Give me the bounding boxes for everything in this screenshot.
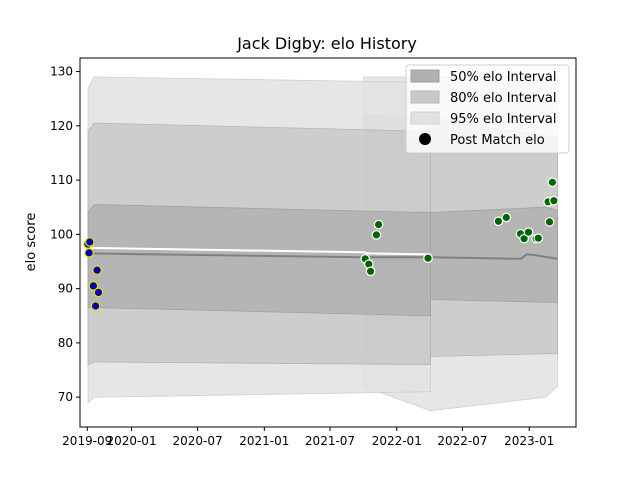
y-tick-label: 70 — [58, 390, 73, 404]
post-match-elo-point — [519, 233, 529, 244]
x-tick-label: 2022-01 — [372, 434, 422, 448]
post-match-elo-point — [501, 212, 512, 223]
axes-frame — [79, 57, 577, 428]
legend-label-80: 80% elo Interval — [450, 91, 557, 106]
legend-label-50: 50% elo Interval — [450, 70, 557, 85]
post-match-elo-point — [373, 219, 384, 230]
chart-title: Jack Digby: elo History — [236, 34, 417, 53]
interval-bands — [87, 76, 558, 412]
plot-area — [83, 76, 559, 412]
legend-label-post-match: Post Match elo — [450, 133, 545, 148]
post-match-elo-point — [92, 265, 102, 275]
post-match-elo-point — [523, 227, 534, 237]
y-tick-label: 130 — [50, 65, 73, 79]
x-tick-label: 2019-09 — [62, 434, 112, 448]
post-match-elo-point — [493, 216, 504, 227]
projected-elo-line — [87, 246, 431, 256]
y-axis-label: elo score — [24, 213, 39, 272]
post-match-elo-point — [365, 266, 376, 277]
legend-swatch-95 — [410, 111, 440, 125]
match-points — [83, 177, 559, 311]
x-tick-label: 2021-01 — [239, 434, 289, 448]
legend: 50% elo Interval 80% elo Interval 95% el… — [405, 64, 570, 154]
x-tick-label: 2023-01 — [504, 434, 554, 448]
y-tick-label: 90 — [58, 282, 73, 296]
y-tick-label: 100 — [50, 227, 73, 241]
y-tick-label: 80 — [58, 336, 73, 350]
y-axis: 70 80 90 100 110 120 130 — [50, 65, 80, 404]
legend-marker-post-match — [419, 133, 431, 145]
y-tick-label: 120 — [50, 119, 73, 133]
legend-label-95: 95% elo Interval — [450, 112, 557, 127]
post-match-elo-point — [90, 301, 101, 311]
post-match-elo-point — [533, 233, 544, 243]
y-tick-label: 110 — [50, 173, 73, 187]
post-match-elo-point — [84, 248, 94, 258]
x-tick-label: 2021-07 — [305, 434, 355, 448]
legend-box — [405, 64, 570, 154]
post-match-elo-point — [547, 177, 558, 188]
post-match-elo-point — [423, 253, 433, 264]
post-match-elo-point — [85, 237, 95, 247]
post-match-elo-point — [371, 230, 382, 240]
interval-band-early-50 — [87, 204, 431, 317]
x-tick-label: 2020-01 — [106, 434, 156, 448]
legend-swatch-50 — [410, 69, 440, 83]
post-match-elo-point — [93, 287, 104, 298]
legend-swatch-80 — [410, 90, 440, 104]
post-match-elo-point — [544, 217, 555, 227]
x-tick-label: 2022-07 — [437, 434, 487, 448]
post-match-elo-point — [88, 281, 99, 291]
x-tick-label: 2020-07 — [172, 434, 222, 448]
post-match-elo-point — [549, 195, 559, 206]
